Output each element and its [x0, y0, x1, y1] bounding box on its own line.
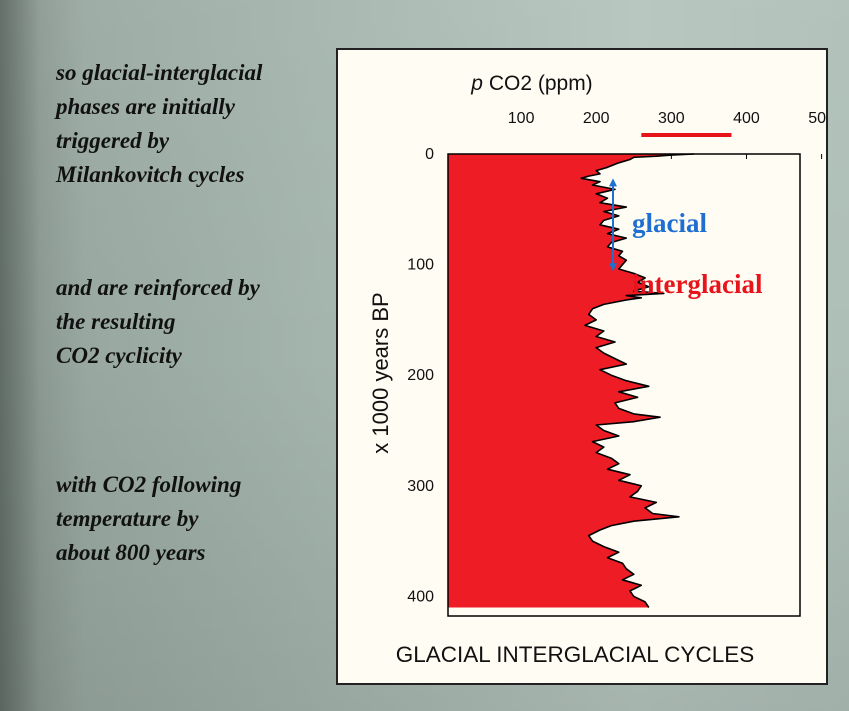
- note-co2-lag: with CO2 following temperature by about …: [56, 472, 242, 565]
- plot-area-border: [447, 153, 801, 617]
- note-co2-reinforcement: and are reinforced by the resulting CO2 …: [56, 275, 260, 368]
- x-tick-label: 300: [658, 110, 685, 127]
- co2-chart: p CO2 (ppm) 100 200 300 400 500 0 100 200 300 40…: [368, 72, 826, 667]
- glacial-annotation: glacial: [632, 208, 707, 238]
- y-axis-label: x 1000 years BP: [368, 292, 393, 453]
- note-milankovitch-trigger: so glacial-interglacial phases are initi…: [56, 60, 263, 187]
- x-tick-label: 200: [583, 110, 610, 127]
- y-tick-label: 0: [425, 146, 434, 163]
- left-edge-shade: [0, 0, 40, 711]
- x-tick-label: 500: [808, 110, 826, 127]
- chart-title: GLACIAL INTERGLACIAL CYCLES: [396, 642, 754, 667]
- y-tick-label: 100: [407, 257, 434, 274]
- y-tick-label: 400: [407, 588, 434, 605]
- x-tick-label: 100: [508, 110, 535, 127]
- x-axis-label-text: CO2 (ppm): [489, 72, 593, 95]
- y-tick-label: 200: [407, 367, 434, 384]
- chart-frame: p CO2 (ppm) 100 200 300 400 500 0 100 200 300 40…: [336, 48, 828, 685]
- arrow-head-down: [609, 263, 617, 272]
- y-tick-label: 300: [407, 478, 434, 495]
- arrow-head-up: [609, 178, 617, 187]
- x-tick-label: 400: [733, 110, 760, 127]
- co2-series-line: [580, 153, 694, 608]
- glacial-interglacial-arrow: [609, 178, 617, 272]
- interglacial-annotation: interglacial: [632, 269, 763, 299]
- x-axis-label: p CO2 (ppm): [470, 72, 592, 95]
- x-axis-label-italic: p: [470, 72, 483, 95]
